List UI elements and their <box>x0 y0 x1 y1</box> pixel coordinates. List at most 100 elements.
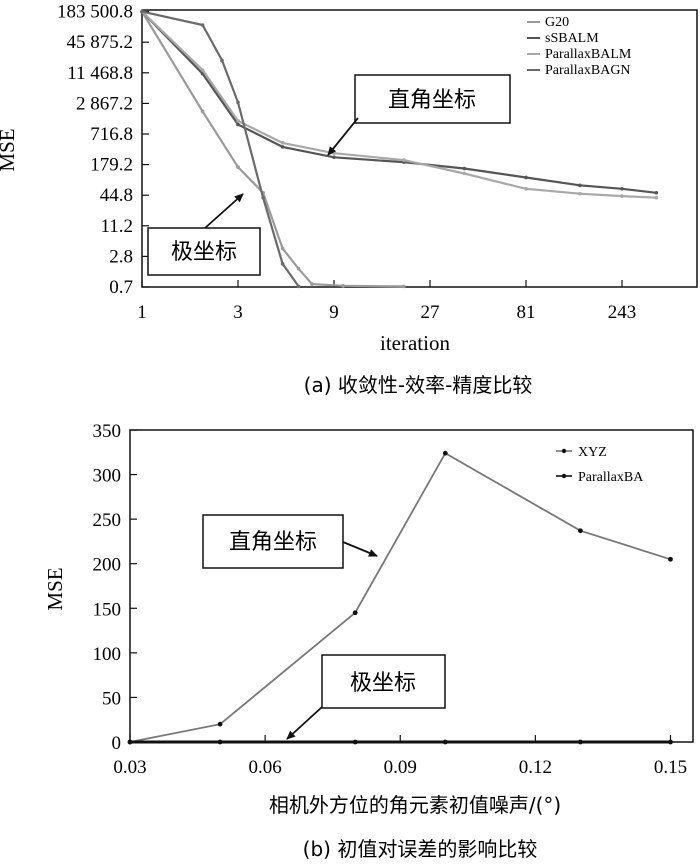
chart-a-callout-arrow-polar <box>204 193 244 229</box>
chart-a-point-ssbalm <box>654 190 659 195</box>
chart-b-point-parallaxba <box>442 739 448 745</box>
chart-a-point-parallaxbagn <box>140 9 144 14</box>
chart-a-xtick-label: 3 <box>233 302 243 323</box>
chart-b-xtick-label: 0.09 <box>384 757 417 778</box>
chart-b-legend-marker <box>561 448 567 454</box>
chart-b-series-xyz-line <box>129 451 671 743</box>
chart-a-ytick-label: 183 500.8 <box>57 2 133 23</box>
chart-a-point-parallaxbalm <box>200 68 205 72</box>
chart-b-point-xyz <box>668 556 673 562</box>
chart-b-point-xyz <box>578 528 583 534</box>
chart-a-point-ssbalm <box>462 166 467 171</box>
chart-a-point-parallaxbalm <box>578 191 582 196</box>
chart-a-legend-item: sSBALM <box>545 31 599 46</box>
chart-a-point-g20 <box>401 284 406 289</box>
chart-a-ytick-label: 179.2 <box>90 155 133 176</box>
chart-a-ytick-label: 11 468.8 <box>67 63 133 84</box>
chart-b-callout-cartesian: 直角坐标 <box>229 530 317 555</box>
chart-a-ytick-label: 11.2 <box>100 216 133 237</box>
chart-b-xtick-label: 0.15 <box>654 757 687 778</box>
chart-b-point-xyz <box>442 450 448 456</box>
chart-a-callout-arrow-cartesian <box>327 117 359 156</box>
chart-a-xtick-label: 27 <box>421 302 440 323</box>
chart-b-legend-item: ParallaxBA <box>578 470 644 485</box>
chart-b-point-parallaxba <box>217 739 223 745</box>
chart-a-ytick-label: 44.8 <box>100 185 133 206</box>
chart-a-point-parallaxbagn <box>200 23 205 27</box>
chart-b: 0 50 100 150 200 250 300 350 0.03 0.06 0.09 0.12 0.… <box>43 421 694 861</box>
chart-a-xtick-label: 81 <box>517 302 536 323</box>
chart-b-xtick-label: 0.06 <box>248 757 281 778</box>
chart-a-ytick-label: 45 875.2 <box>67 32 134 53</box>
chart-a-callout-box-polar <box>147 227 261 276</box>
chart-b-point-parallaxba <box>352 739 358 745</box>
chart-b-callout-polar: 极坐标 <box>350 671 416 696</box>
chart-a-point-parallaxbagn <box>236 100 240 105</box>
chart-a-point-ssbalm <box>332 155 336 160</box>
chart-a-point-parallaxbalm <box>654 195 659 200</box>
chart-b-point-xyz <box>217 721 223 727</box>
chart-a-ylabel: MSE <box>0 128 19 171</box>
chart-b-caption: (b) 初值对误差的影响比较 <box>303 837 538 861</box>
chart-a-point-g20 <box>341 283 346 288</box>
chart-b-ytick-label: 300 <box>93 466 122 487</box>
chart-a-point-parallaxbalm <box>236 119 240 123</box>
chart-b-legend: XYZ ParallaxBA <box>556 445 644 485</box>
chart-a-legend-item: G20 <box>545 15 569 30</box>
chart-a-caption: (a) 收敛性-效率-精度比较 <box>304 373 533 397</box>
chart-a-ytick-label: 2.8 <box>109 246 133 267</box>
chart-b-xtick-label: 0.12 <box>519 757 552 778</box>
chart-b-xtick-label: 0.03 <box>113 757 146 778</box>
chart-a-point-parallaxbagn <box>261 195 265 200</box>
chart-b-callout-box-cartesian <box>202 514 344 569</box>
chart-b-callout-arrow-polar <box>286 706 323 740</box>
chart-a-xtick-label: 1 <box>137 302 147 323</box>
chart-a-point-g20 <box>236 165 240 169</box>
chart-b-ytick-label: 0 <box>112 733 122 754</box>
chart-a-point-ssbalm <box>236 122 240 127</box>
chart-b-ytick-label: 250 <box>93 510 122 531</box>
chart-a-ytick-label: 716.8 <box>90 124 133 145</box>
chart-a-point-parallaxbagn <box>280 262 285 266</box>
chart-b-point-parallaxba <box>668 739 673 745</box>
chart-a-point-parallaxbalm <box>332 151 336 156</box>
chart-a-legend-item: ParallaxBAGN <box>545 63 631 78</box>
chart-b-ylabel: MSE <box>43 567 67 610</box>
chart-a-callout-cartesian: 直角坐标 <box>388 88 476 113</box>
chart-b-callout-box-polar <box>321 654 446 709</box>
chart-a-point-ssbalm <box>524 175 528 180</box>
chart-a-ytick-label: 0.7 <box>109 277 133 298</box>
chart-b-ytick-label: 100 <box>93 644 122 665</box>
chart-b-legend-marker <box>561 473 567 479</box>
chart-b-point-parallaxba <box>127 739 133 745</box>
chart-a-point-g20 <box>200 109 205 114</box>
chart-a-point-parallaxbalm <box>524 186 528 191</box>
chart-a-plot-frame <box>141 9 698 288</box>
chart-b-ytick-label: 150 <box>93 599 122 620</box>
chart-a-xlabel: iteration <box>380 331 450 355</box>
chart-a-point-parallaxbagn <box>220 58 224 63</box>
chart-b-xlabel: 相机外方位的角元素初值噪声/(°) <box>269 793 561 817</box>
chart-a-point-ssbalm <box>280 145 285 149</box>
chart-a-point-parallaxbalm <box>280 141 285 145</box>
chart-b-ytick-label: 200 <box>93 555 122 576</box>
chart-b-point-parallaxba <box>578 739 583 745</box>
chart-a-point-parallaxbagn <box>296 284 301 289</box>
chart-a-xtick-label: 9 <box>329 302 339 323</box>
chart-a-point-g20 <box>310 282 314 286</box>
chart-b-ytick-label: 350 <box>93 421 122 442</box>
chart-b-legend-item: XYZ <box>578 445 607 460</box>
chart-b-callout-arrow-cartesian <box>342 541 378 557</box>
chart-a: 0.7 2.8 11.2 44.8 179.2 716.8 2 867.2 11 468.8 4… <box>0 2 698 397</box>
chart-a-callout-box-cartesian <box>354 74 511 124</box>
chart-a-legend-item: ParallaxBALM <box>545 47 632 62</box>
chart-a-point-parallaxbalm <box>401 158 406 162</box>
chart-b-point-xyz <box>352 610 358 616</box>
chart-a-point-g20 <box>280 246 285 251</box>
chart-a-callout-polar: 极坐标 <box>171 240 237 265</box>
chart-a-point-ssbalm <box>620 186 624 191</box>
chart-a-point-parallaxbalm <box>462 171 467 176</box>
chart-b-ytick-label: 50 <box>102 688 121 709</box>
